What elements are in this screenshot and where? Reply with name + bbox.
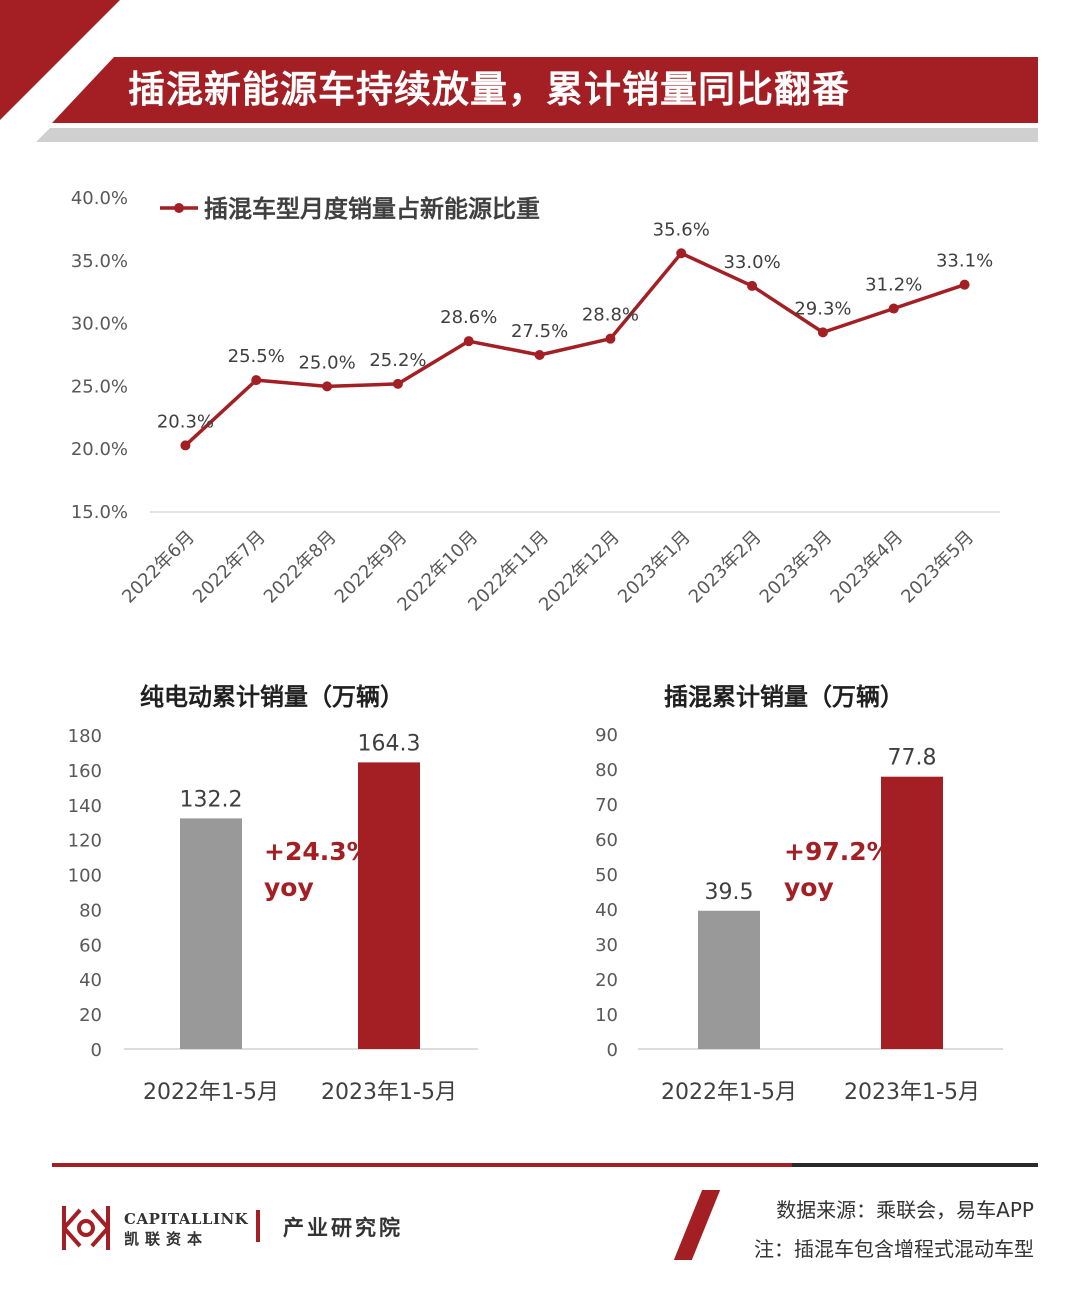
phev-y-tick: 30 bbox=[595, 935, 618, 956]
phev-y-tick: 10 bbox=[595, 1005, 618, 1026]
line-point bbox=[534, 350, 545, 360]
bev-bar bbox=[358, 762, 420, 1049]
bev-y-tick: 180 bbox=[68, 726, 102, 747]
bev-bar-label: 132.2 bbox=[180, 787, 243, 812]
phev-y-tick: 70 bbox=[595, 795, 618, 816]
bev-y-tick: 80 bbox=[79, 900, 102, 921]
bev-y-tick: 20 bbox=[79, 1005, 102, 1026]
line-data-label: 28.6% bbox=[440, 307, 497, 328]
footer-divider-red bbox=[52, 1163, 792, 1167]
line-point bbox=[888, 303, 899, 314]
phev-yoy-label: yoy bbox=[784, 873, 834, 902]
capitallink-logo-icon bbox=[62, 1206, 110, 1250]
brand-name-cn: 凯联资本 bbox=[124, 1230, 209, 1248]
phev-y-tick: 90 bbox=[595, 725, 618, 746]
phev-bar-label: 77.8 bbox=[888, 746, 937, 771]
phev-y-tick: 60 bbox=[595, 830, 618, 851]
line-point bbox=[392, 378, 403, 389]
line-point bbox=[180, 440, 191, 451]
bev-y-tick: 40 bbox=[79, 970, 102, 991]
phev-bar-label: 39.5 bbox=[705, 880, 754, 905]
phev-y-tick: 80 bbox=[595, 760, 618, 781]
bev-y-tick: 100 bbox=[68, 866, 102, 887]
line-point bbox=[605, 333, 616, 344]
note-text: 注：插混车包含增程式混动车型 bbox=[754, 1237, 1034, 1261]
line-point bbox=[747, 280, 758, 291]
bev-bar-chart: 180 160 140 120 100 80 60 40 20 0 132.2 2022年1-5月 16… bbox=[68, 726, 478, 1105]
line-y-tick: 40.0% bbox=[71, 188, 128, 209]
line-series bbox=[184, 251, 966, 447]
phev-bar bbox=[881, 776, 943, 1049]
line-y-tick: 20.0% bbox=[71, 439, 128, 460]
line-data-label: 25.0% bbox=[298, 352, 355, 373]
line-data-label: 33.1% bbox=[936, 251, 993, 272]
legend-label: 插混车型月度销量占新能源比重 bbox=[204, 195, 540, 223]
phev-y-tick: 0 bbox=[607, 1040, 618, 1061]
bev-y-tick: 160 bbox=[68, 761, 102, 782]
line-point bbox=[817, 327, 828, 338]
banner-shadow bbox=[36, 128, 1038, 142]
line-data-label: 20.3% bbox=[157, 411, 214, 432]
legend-marker bbox=[174, 203, 184, 213]
phev-yoy-value: +97.2% bbox=[784, 837, 892, 866]
line-data-label: 31.2% bbox=[865, 275, 922, 296]
bev-bar bbox=[180, 818, 242, 1049]
bev-yoy-label: yoy bbox=[264, 873, 314, 902]
bev-yoy: +24.3% yoy bbox=[264, 834, 372, 906]
line-y-tick: 30.0% bbox=[71, 314, 128, 335]
line-point bbox=[322, 381, 333, 392]
line-point bbox=[251, 375, 262, 386]
phev-bar-chart: 90 80 70 60 50 40 30 20 10 0 39.5 2022年1-5月 77.8 2023… bbox=[595, 725, 1003, 1105]
line-point bbox=[959, 279, 970, 290]
page-title: 插混新能源车持续放量，累计销量同比翻番 bbox=[128, 68, 850, 111]
line-chart: 40.0%35.0%30.0%25.0%20.0%15.0%2022年6月202… bbox=[71, 188, 1000, 616]
phev-chart-title: 插混累计销量（万辆） bbox=[664, 683, 904, 711]
line-y-tick: 35.0% bbox=[71, 251, 128, 272]
line-data-label: 35.6% bbox=[653, 219, 710, 240]
phev-category-label: 2023年1-5月 bbox=[844, 1080, 980, 1105]
line-data-label: 27.5% bbox=[511, 321, 568, 342]
phev-bar bbox=[698, 910, 760, 1049]
bev-y-tick: 140 bbox=[68, 796, 102, 817]
line-data-label: 29.3% bbox=[794, 298, 851, 319]
line-point bbox=[463, 336, 474, 347]
line-data-label: 25.2% bbox=[369, 350, 426, 371]
bev-category-label: 2022年1-5月 bbox=[143, 1080, 279, 1105]
bev-y-tick: 120 bbox=[68, 831, 102, 852]
line-data-label: 33.0% bbox=[723, 252, 780, 273]
bev-chart-title: 纯电动累计销量（万辆） bbox=[140, 683, 404, 711]
brand-separator bbox=[256, 1210, 260, 1242]
line-point bbox=[676, 248, 687, 259]
bev-y-tick: 60 bbox=[79, 935, 102, 956]
bev-yoy-value: +24.3% bbox=[264, 837, 372, 866]
footer-divider-dark bbox=[792, 1163, 1038, 1167]
bev-bar-label: 164.3 bbox=[358, 731, 421, 756]
phev-y-tick: 50 bbox=[595, 865, 618, 886]
footer-slash-decoration bbox=[673, 1190, 721, 1260]
data-source-text: 数据来源：乘联会，易车APP bbox=[776, 1198, 1034, 1222]
line-y-tick: 25.0% bbox=[71, 376, 128, 397]
bev-category-label: 2023年1-5月 bbox=[321, 1080, 457, 1105]
line-data-label: 28.8% bbox=[582, 305, 639, 326]
institute-name: 产业研究院 bbox=[283, 1215, 403, 1240]
phev-category-label: 2022年1-5月 bbox=[661, 1080, 797, 1105]
phev-yoy: +97.2% yoy bbox=[784, 834, 892, 906]
title-banner bbox=[52, 57, 1038, 123]
brand-name-en: CAPITALLINK bbox=[124, 1210, 249, 1228]
phev-y-tick: 20 bbox=[595, 970, 618, 991]
line-y-tick: 15.0% bbox=[71, 502, 128, 523]
phev-y-tick: 40 bbox=[595, 900, 618, 921]
line-data-label: 25.5% bbox=[228, 346, 285, 367]
bev-y-tick: 0 bbox=[91, 1040, 102, 1061]
